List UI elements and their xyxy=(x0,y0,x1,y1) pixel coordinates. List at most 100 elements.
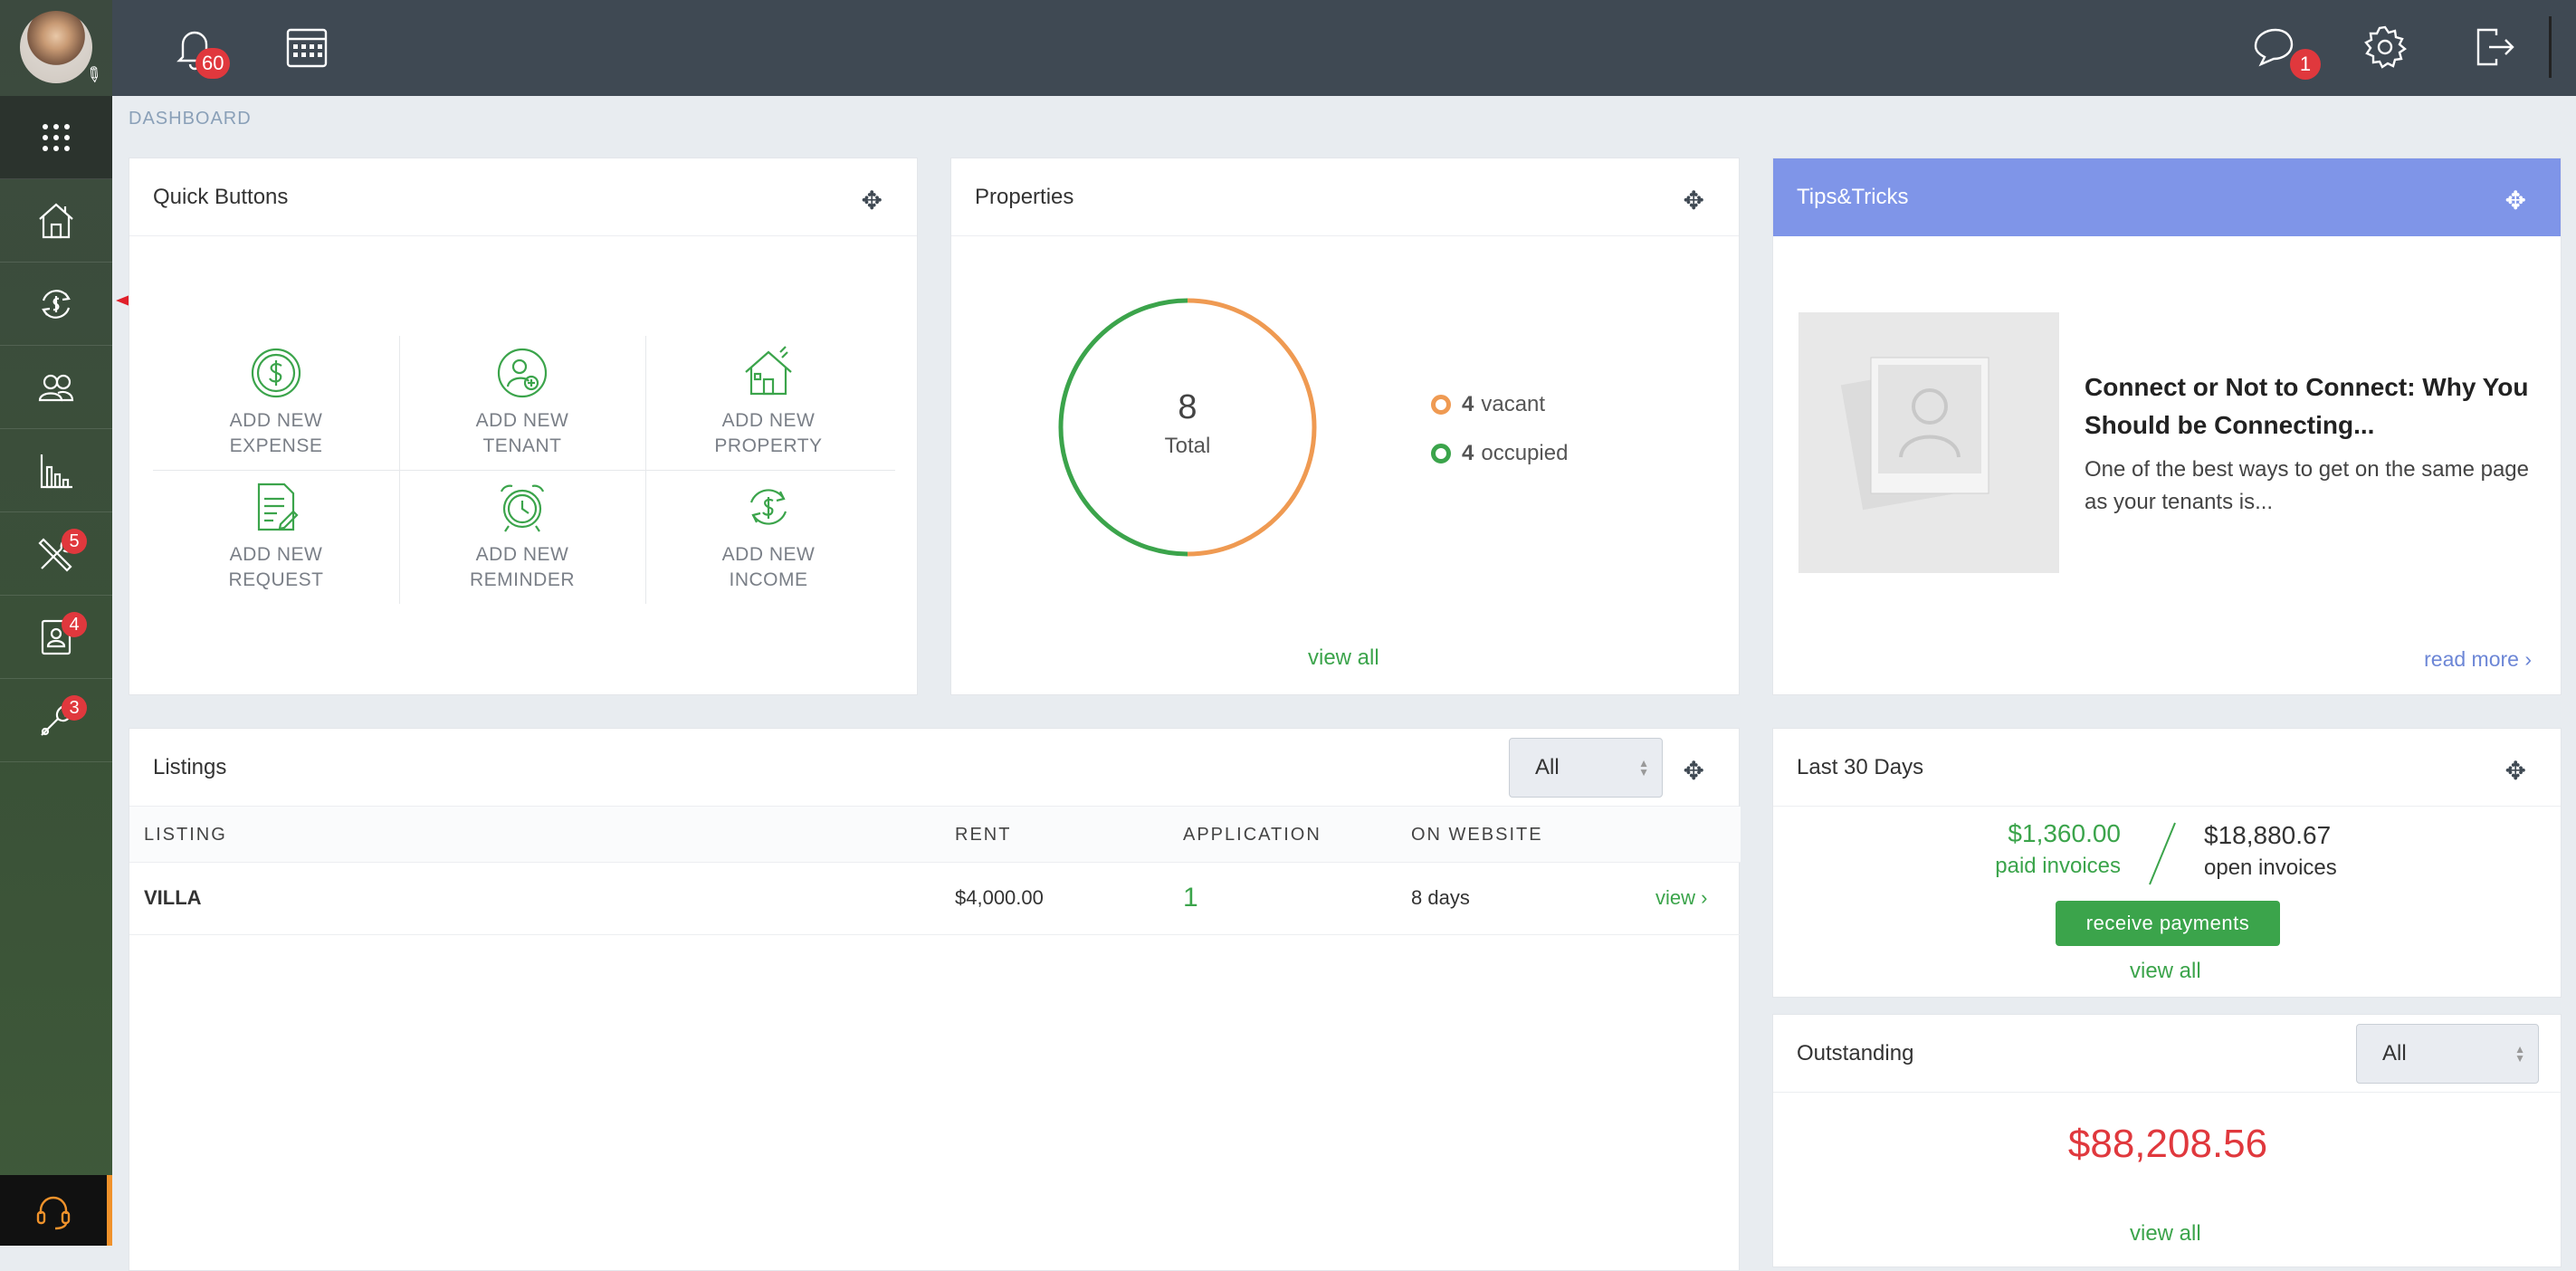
listings-filter-select[interactable]: All ▲ ▼ xyxy=(1509,738,1663,798)
properties-total: 8 xyxy=(1178,388,1197,426)
sidebar-item-reports[interactable] xyxy=(0,429,112,512)
logout-button[interactable] xyxy=(2469,23,2518,72)
qb-line1: ADD NEW xyxy=(229,544,323,565)
sidebar-item-dashboard[interactable] xyxy=(0,96,112,179)
qb-line1: ADD NEW xyxy=(475,544,569,565)
money-cycle-icon xyxy=(42,289,71,319)
sidebar-item-screening[interactable]: 4 xyxy=(0,596,112,679)
listing-view-link[interactable]: view › xyxy=(1655,886,1708,909)
vacant-count: 4 xyxy=(1462,392,1474,416)
qb-line2: INCOME xyxy=(729,569,808,590)
last30-view-all-link[interactable]: view all xyxy=(2130,959,2201,983)
paid-amount: $1,360.00 xyxy=(2008,819,2121,847)
listings-table-header: LISTING RENT APPLICATION ON WEBSITE xyxy=(129,807,1741,863)
sidebar-item-tools[interactable]: 3 xyxy=(0,679,112,762)
sidebar-item-people[interactable] xyxy=(0,346,112,429)
messages-badge: 1 xyxy=(2290,49,2321,80)
receive-payments-button[interactable]: receive payments xyxy=(2056,901,2280,946)
avatar[interactable] xyxy=(20,11,92,83)
move-icon[interactable]: ✥ xyxy=(861,186,883,215)
sidebar-item-properties[interactable] xyxy=(0,179,112,263)
qb-line2: EXPENSE xyxy=(229,435,323,456)
add-reminder-button[interactable]: ADD NEW REMINDER xyxy=(399,470,645,604)
card-title: Outstanding xyxy=(1797,1040,1914,1066)
listing-name[interactable]: VILLA xyxy=(144,886,202,909)
legend-occupied[interactable]: 4 occupied xyxy=(1431,441,1568,466)
move-icon[interactable]: ✥ xyxy=(1683,186,1704,215)
col-listing: LISTING xyxy=(144,825,227,845)
breadcrumb[interactable]: DASHBOARD xyxy=(129,109,252,129)
open-invoices[interactable]: $18,880.67 open invoices xyxy=(2204,821,2337,881)
maintenance-badge: 5 xyxy=(62,529,87,554)
donut-occupied xyxy=(1058,298,1188,557)
qb-line1: ADD NEW xyxy=(721,410,816,431)
dollar-circle-icon xyxy=(251,348,301,398)
chat-icon xyxy=(2254,28,2294,67)
qb-line1: ADD NEW xyxy=(721,544,816,565)
document-edit-icon xyxy=(257,483,299,531)
topbar-divider xyxy=(2549,16,2552,78)
tools-badge: 3 xyxy=(62,695,87,721)
properties-donut xyxy=(1058,298,1317,557)
last-30-days-card: Last 30 Days ✥ $1,360.00 paid invoices $… xyxy=(1772,728,2562,998)
support-button[interactable] xyxy=(0,1175,112,1246)
quick-buttons-grid: ADD NEW EXPENSE ADD NEW TENANT ADD NEW PROP… xyxy=(153,336,895,604)
outstanding-amount[interactable]: $88,208.56 xyxy=(2067,1122,2268,1166)
select-arrows-icon: ▲ ▼ xyxy=(2514,1043,2525,1065)
divider xyxy=(153,470,895,471)
slash-divider xyxy=(2149,822,2176,885)
sidebar-item-accounting[interactable] xyxy=(0,263,112,346)
listing-applications[interactable]: 1 xyxy=(1183,883,1198,913)
calendar-icon xyxy=(286,28,328,68)
vacant-dot xyxy=(1431,395,1451,415)
vacant-label: vacant xyxy=(1481,392,1546,416)
paid-label: paid invoices xyxy=(1995,854,2121,878)
move-icon[interactable]: ✥ xyxy=(1683,757,1704,785)
qb-line2: PROPERTY xyxy=(714,435,823,456)
add-tenant-button[interactable]: ADD NEW TENANT xyxy=(399,336,645,470)
properties-view-all-link[interactable]: view all xyxy=(1308,645,1379,670)
col-application: APPLICATION xyxy=(1183,825,1321,845)
qb-line1: ADD NEW xyxy=(229,410,323,431)
user-add-icon xyxy=(497,348,548,398)
add-request-button[interactable]: ADD NEW REQUEST xyxy=(153,470,399,604)
notifications-badge: 60 xyxy=(196,48,231,79)
settings-button[interactable] xyxy=(2361,23,2409,72)
qb-line2: REQUEST xyxy=(228,569,324,590)
properties-total-label: Total xyxy=(1164,434,1211,458)
paid-invoices[interactable]: $1,360.00 paid invoices xyxy=(1995,819,2121,879)
qb-line1: ADD NEW xyxy=(475,410,569,431)
quick-buttons-card: Quick Buttons ✥ ADD NEW EXPENSE ADD NEW TE… xyxy=(129,158,918,695)
open-label: open invoices xyxy=(2204,855,2337,880)
col-rent: RENT xyxy=(955,825,1012,845)
tips-thumbnail[interactable] xyxy=(1798,312,2059,573)
add-expense-button[interactable]: ADD NEW EXPENSE xyxy=(153,336,399,470)
view-label: view xyxy=(1655,886,1696,909)
move-icon[interactable]: ✥ xyxy=(2504,757,2526,785)
move-icon[interactable]: ✥ xyxy=(2504,186,2526,215)
open-amount: $18,880.67 xyxy=(2204,821,2332,849)
tips-headline[interactable]: Connect or Not to Connect: Why You Shoul… xyxy=(2085,373,2529,439)
table-row[interactable]: VILLA $4,000.00 1 8 days view › xyxy=(129,863,1741,935)
tips-header: Tips&Tricks ✥ xyxy=(1773,158,2561,236)
sidebar-item-maintenance[interactable]: 5 xyxy=(0,512,112,596)
calendar-button[interactable] xyxy=(282,23,331,72)
add-property-button[interactable]: ADD NEW PROPERTY xyxy=(645,336,892,470)
grid-icon xyxy=(43,123,70,151)
outstanding-filter-select[interactable]: All ▲ ▼ xyxy=(2356,1024,2539,1084)
tips-card: Tips&Tricks ✥ Connect or Not to Connect:… xyxy=(1772,158,2562,695)
add-income-button[interactable]: ADD NEW INCOME xyxy=(645,470,892,604)
bar-chart-icon xyxy=(40,454,72,488)
read-more-link[interactable]: read more › xyxy=(2424,647,2532,671)
outstanding-view-all-link[interactable]: view all xyxy=(2130,1221,2201,1246)
quick-buttons-header: Quick Buttons ✥ xyxy=(129,158,917,236)
legend-vacant[interactable]: 4 vacant xyxy=(1431,392,1545,417)
people-icon xyxy=(38,374,74,401)
card-title: Last 30 Days xyxy=(1797,754,1924,779)
card-title: Quick Buttons xyxy=(153,184,289,209)
messages-button[interactable] xyxy=(2248,23,2297,72)
properties-header: Properties ✥ xyxy=(951,158,1739,236)
gear-icon xyxy=(2364,25,2408,69)
properties-card: Properties ✥ 8 Total 4 vacant 4 occupied… xyxy=(950,158,1740,695)
sidebar: ✎ 5 4 3 xyxy=(0,0,112,1246)
